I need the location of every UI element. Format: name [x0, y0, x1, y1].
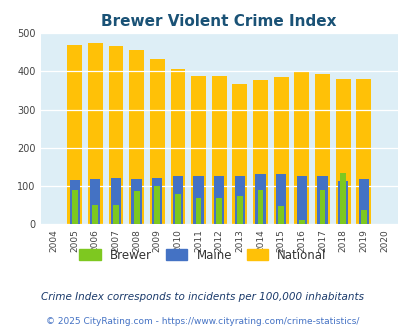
Bar	[317, 176, 327, 224]
Legend: Brewer, Maine, National: Brewer, Maine, National	[75, 244, 330, 266]
Bar	[175, 194, 180, 224]
Bar	[191, 76, 205, 224]
Bar	[277, 206, 284, 224]
Bar	[273, 78, 288, 224]
Bar	[152, 179, 162, 224]
Text: © 2025 CityRating.com - https://www.cityrating.com/crime-statistics/: © 2025 CityRating.com - https://www.city…	[46, 317, 359, 326]
Bar	[358, 179, 368, 224]
Bar	[87, 43, 102, 224]
Bar	[319, 190, 324, 224]
Bar	[69, 181, 80, 224]
Bar	[90, 179, 100, 224]
Bar	[335, 79, 350, 224]
Bar	[170, 69, 185, 224]
Bar	[257, 190, 263, 224]
Bar	[237, 196, 242, 224]
Bar	[131, 179, 141, 224]
Bar	[213, 176, 224, 224]
Bar	[193, 176, 203, 224]
Title: Brewer Violent Crime Index: Brewer Violent Crime Index	[101, 14, 336, 29]
Bar	[234, 176, 245, 224]
Bar	[339, 173, 345, 224]
Bar	[275, 174, 286, 224]
Bar	[314, 74, 329, 224]
Bar	[111, 178, 121, 224]
Bar	[129, 50, 144, 224]
Bar	[92, 205, 98, 224]
Bar	[149, 59, 164, 224]
Bar	[113, 205, 119, 224]
Bar	[296, 176, 306, 224]
Bar	[298, 220, 304, 224]
Bar	[356, 79, 370, 224]
Bar	[67, 45, 82, 224]
Bar	[294, 72, 309, 224]
Text: Crime Index corresponds to incidents per 100,000 inhabitants: Crime Index corresponds to incidents per…	[41, 292, 364, 302]
Bar	[337, 181, 347, 224]
Bar	[173, 176, 183, 224]
Bar	[360, 210, 366, 224]
Bar	[232, 83, 247, 224]
Bar	[255, 174, 265, 224]
Bar	[252, 80, 267, 224]
Bar	[72, 190, 77, 224]
Bar	[133, 191, 139, 224]
Bar	[211, 76, 226, 224]
Bar	[216, 198, 222, 224]
Bar	[108, 46, 123, 224]
Bar	[195, 198, 201, 224]
Bar	[154, 186, 160, 224]
